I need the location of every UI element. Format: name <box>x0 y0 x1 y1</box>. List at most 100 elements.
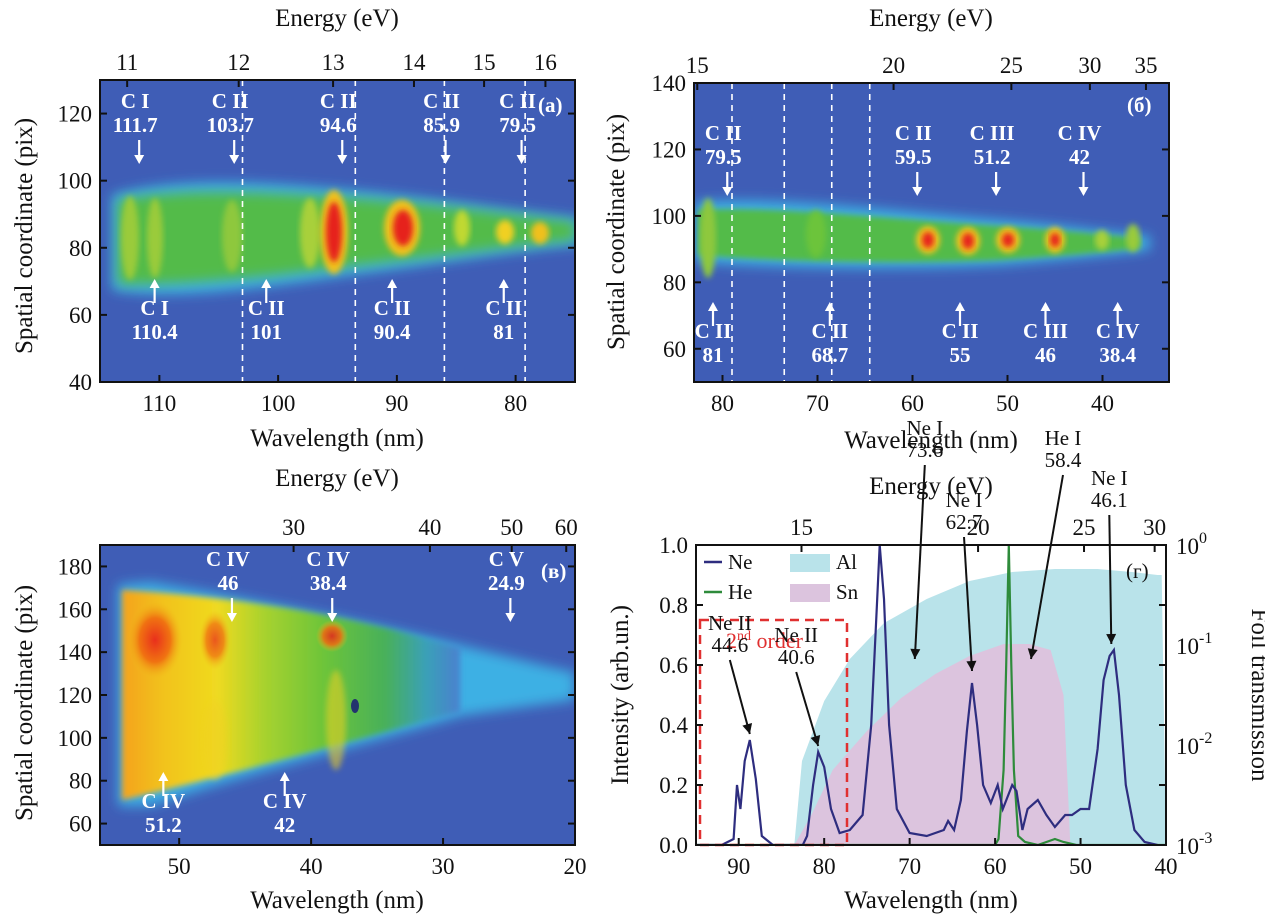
arrow-head <box>708 302 718 311</box>
annotation-wavelength: 81 <box>703 343 724 367</box>
annotation-ion: C II <box>320 89 357 113</box>
annotation-ion: C II <box>499 89 536 113</box>
arrow-head <box>910 648 921 659</box>
y-tick-label: 40 <box>69 370 92 395</box>
arrow-shaft <box>913 464 926 660</box>
energy-tick-label: 11 <box>116 50 138 75</box>
panel-d-toplabel: Energy (eV) <box>869 473 993 500</box>
energy-tick-label: 12 <box>227 50 250 75</box>
panel-d-label: (г) <box>1126 559 1149 583</box>
annotation-ion: C II <box>212 89 249 113</box>
annotation-ion: C IV <box>206 547 250 571</box>
legend-he-label: He <box>728 580 753 604</box>
panel-a-heatmap <box>112 182 575 294</box>
annotation-wavelength: 90.4 <box>374 320 411 344</box>
energy-tick-label: 20 <box>882 53 905 78</box>
y-tick-label: 60 <box>663 337 686 362</box>
annotation-ion: Ne I <box>906 416 943 440</box>
arrow-head <box>261 279 272 288</box>
annotation-wavelength: 94.6 <box>320 113 357 137</box>
annotation-ion: Ne II <box>708 611 752 635</box>
annotation-wavelength: 79.5 <box>705 145 742 169</box>
annotation-ion: Ne II <box>774 623 818 647</box>
energy-tick-label: 50 <box>500 515 523 540</box>
arrow-head <box>810 734 821 746</box>
panel-a-label: (a) <box>538 93 563 117</box>
legend-ne-label: Ne <box>728 550 753 574</box>
annotation-wavelength: 38.4 <box>1099 343 1136 367</box>
annotation-ion: C IV <box>1058 121 1102 145</box>
he-series-line <box>696 545 1166 845</box>
arrow-head <box>1112 302 1123 311</box>
panel-b-toplabel: Energy (eV) <box>869 5 993 32</box>
annotation-ion: Ne I <box>946 488 983 512</box>
annotation-ion: C V <box>489 547 524 571</box>
y2-tick-label: 10-3 <box>1176 830 1212 859</box>
x-tick-label: 100 <box>261 391 296 416</box>
ne-series-line <box>696 545 1158 845</box>
energy-tick-label: 40 <box>418 515 441 540</box>
annotation-ion: C II <box>374 296 411 320</box>
x-tick-label: 50 <box>1069 854 1092 879</box>
annotation-wavelength: 51.2 <box>974 145 1011 169</box>
arrow-head <box>955 302 965 311</box>
arrow-head <box>1078 187 1089 196</box>
y-tick-label: 80 <box>69 236 92 261</box>
annotation-wavelength: 58.4 <box>1045 448 1082 472</box>
annotation-ion: C IV <box>263 789 307 813</box>
legend-al-swatch <box>790 554 830 572</box>
panel-d-legend: Ne He Al Sn <box>704 550 859 604</box>
panel-c-label: (в) <box>541 559 566 583</box>
peak-annotation: Ne I73.6 <box>906 416 943 660</box>
legend-sn-swatch <box>790 584 830 602</box>
x-tick-label: 80 <box>711 391 734 416</box>
y-tick-label: 180 <box>58 554 93 579</box>
arrow-head <box>327 613 338 622</box>
energy-tick-label: 25 <box>1073 515 1096 540</box>
annotation-wavelength: 44.6 <box>711 633 748 657</box>
peak-annotation: Ne I46.1 <box>1091 466 1128 645</box>
annotation-ion: C II <box>695 319 732 343</box>
panel-d-xlabel: Wavelength (nm) <box>844 887 1018 914</box>
arrow-shaft <box>795 671 820 747</box>
annotation-ion: C II <box>705 121 742 145</box>
arrow-head <box>505 613 516 622</box>
annotation-wavelength: 51.2 <box>145 813 182 837</box>
annotation-wavelength: 55 <box>950 343 971 367</box>
annotation-wavelength: 68.7 <box>811 343 848 367</box>
annotation-ion: C II <box>248 296 285 320</box>
x-tick-label: 80 <box>813 854 836 879</box>
panel-a-xlabel: Wavelength (nm) <box>250 425 424 452</box>
arrow-head <box>226 613 237 622</box>
arrow-head <box>387 279 398 288</box>
y-tick-label: 0.4 <box>659 713 688 738</box>
annotation-wavelength: 59.5 <box>895 145 932 169</box>
energy-tick-label: 30 <box>282 515 305 540</box>
arrow-head <box>1040 302 1051 311</box>
annotation-ion: C II <box>811 319 848 343</box>
y-tick-label: 60 <box>69 303 92 328</box>
x-tick-label: 20 <box>564 854 587 879</box>
panel-b-dashed-lines <box>731 83 871 382</box>
energy-tick-label: 16 <box>534 50 557 75</box>
annotation-wavelength: 110.4 <box>132 320 179 344</box>
annotation-ion: C I <box>140 296 169 320</box>
y-tick-label: 140 <box>58 640 93 665</box>
energy-tick-label: 15 <box>686 53 709 78</box>
y-tick-label: 120 <box>58 102 93 127</box>
arrow-head <box>742 723 753 734</box>
